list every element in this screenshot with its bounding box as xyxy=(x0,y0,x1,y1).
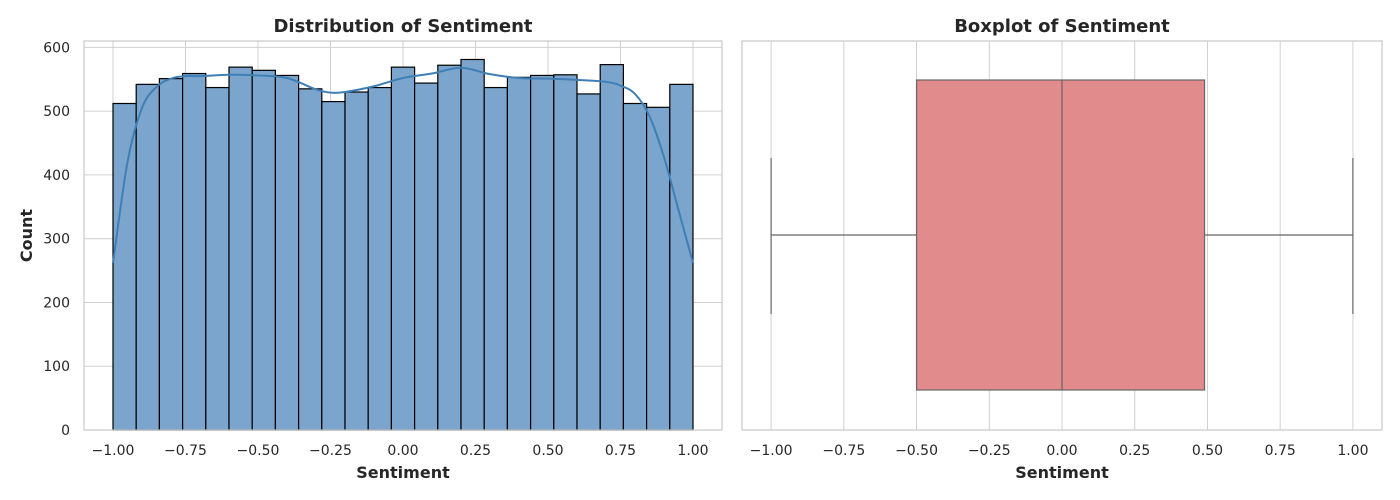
histogram-bar xyxy=(506,76,532,431)
histogram-bar xyxy=(437,64,462,431)
histogram-x-tick-label: 0.00 xyxy=(387,443,418,459)
boxplot-panel: −1.00 −0.75 −0.50 −0.25 0.00 0.25 0.50 0.75 1.00… xyxy=(741,16,1383,482)
boxplot-x-tick-label: 0.00 xyxy=(1046,443,1077,459)
histogram-bar xyxy=(298,88,323,431)
histogram-bar xyxy=(344,91,369,431)
boxplot-frame xyxy=(741,40,1383,431)
histogram-y-tick-label: 100 xyxy=(43,359,70,375)
box-iqr xyxy=(915,79,1206,391)
histogram-x-tick-label: 0.25 xyxy=(460,443,491,459)
histogram-bar xyxy=(182,72,207,431)
histogram-bar xyxy=(414,82,439,431)
histogram-bar xyxy=(529,74,555,431)
histogram-bar xyxy=(112,102,137,431)
boxplot-x-axis-label: Sentiment xyxy=(1015,463,1109,482)
histogram-bar xyxy=(367,86,393,431)
histogram-bar xyxy=(599,63,625,431)
histogram-bar xyxy=(622,102,648,431)
boxplot-x-tick-label: −0.75 xyxy=(822,443,865,459)
histogram-y-tick-labels: 0 100 200 300 400 500 600 xyxy=(43,40,70,439)
kde-line xyxy=(112,66,694,264)
histogram-x-tick-label: 0.50 xyxy=(532,443,563,459)
boxplot-x-tick-label: 0.25 xyxy=(1119,443,1150,459)
boxplot-x-tick-label: 1.00 xyxy=(1337,443,1368,459)
histogram-bar xyxy=(274,74,300,431)
histogram-bar xyxy=(205,86,230,431)
histogram-x-tick-label: 0.75 xyxy=(605,443,636,459)
histogram-x-tick-label: −0.25 xyxy=(309,443,352,459)
histogram-frame xyxy=(83,40,723,431)
boxplot-x-tick-label: 0.75 xyxy=(1265,443,1296,459)
histogram-x-tick-label: −1.00 xyxy=(92,443,135,459)
boxplot-x-tick-label: −0.25 xyxy=(968,443,1011,459)
histogram-bars xyxy=(112,58,694,431)
histogram-y-axis-label: Count xyxy=(17,209,36,263)
boxplot-x-tick-label: 0.50 xyxy=(1192,443,1223,459)
histogram-title: Distribution of Sentiment xyxy=(273,16,532,37)
histogram-bar xyxy=(645,106,671,431)
histogram-bar xyxy=(553,74,578,431)
histogram-bar xyxy=(460,58,485,431)
histogram-bar xyxy=(135,83,160,431)
boxplot-x-tick-label: −0.50 xyxy=(895,443,938,459)
histogram-x-axis-label: Sentiment xyxy=(356,463,450,482)
histogram-bar xyxy=(321,100,346,431)
histogram-panel: −1.00 −0.75 −0.50 −0.25 0.00 0.25 0.50 0.75 1.00… xyxy=(17,16,723,482)
histogram-bar xyxy=(158,78,184,431)
histogram-y-tick-label: 500 xyxy=(43,104,70,120)
histogram-bar xyxy=(390,66,416,431)
histogram-x-tick-label: −0.75 xyxy=(164,443,207,459)
histogram-bar xyxy=(576,93,601,431)
histogram-bar xyxy=(228,66,253,431)
histogram-y-tick-label: 200 xyxy=(43,295,70,311)
histogram-x-tick-labels: −1.00 −0.75 −0.50 −0.25 0.00 0.25 0.50 0.75 1.00 xyxy=(92,443,709,459)
histogram-y-tick-label: 600 xyxy=(43,40,70,56)
histogram-bar xyxy=(251,69,276,431)
histogram-y-tick-label: 0 xyxy=(61,423,70,439)
histogram-x-tick-label: 1.00 xyxy=(677,443,708,459)
histogram-y-tick-label: 300 xyxy=(43,232,70,248)
histogram-bar xyxy=(483,86,509,431)
boxplot-x-tick-label: −1.00 xyxy=(750,443,793,459)
boxplot-title: Boxplot of Sentiment xyxy=(954,16,1170,37)
histogram-y-tick-label: 400 xyxy=(43,168,70,184)
histogram-bar xyxy=(669,83,694,431)
histogram-x-tick-label: −0.50 xyxy=(237,443,280,459)
boxplot-x-tick-labels: −1.00 −0.75 −0.50 −0.25 0.00 0.25 0.50 0.75 1.00 xyxy=(750,443,1369,459)
